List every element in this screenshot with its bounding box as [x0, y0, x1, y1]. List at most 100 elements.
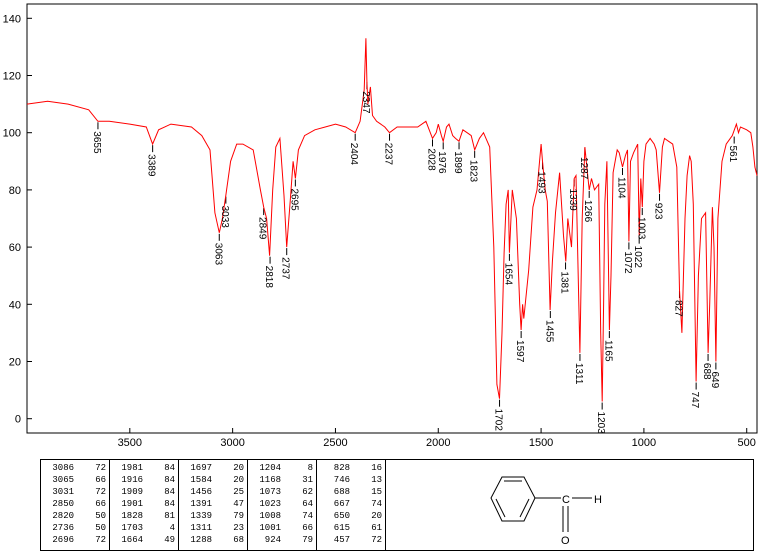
wavenumber-cell: 1311	[190, 523, 212, 533]
peak-table-column: 1204 8 1168 31 1073 62 1023 64 1008 74 1001 66 924 79	[248, 460, 317, 550]
wavenumber-cell: 1584	[190, 475, 212, 485]
peak-label: 827	[672, 300, 683, 317]
wavenumber-cell: 1916	[121, 475, 143, 485]
wavenumber-cell: 1204	[259, 463, 281, 473]
peak-table-row: 1073 62	[251, 486, 313, 498]
peak-label: 2695	[288, 188, 299, 211]
peak-label: 1072	[622, 251, 633, 274]
peak-table-column: 1697 20 1584 20 1456 25 1391 47 1339 79 1311 23 1288…	[179, 460, 248, 550]
wavenumber-cell: 1073	[259, 487, 281, 497]
peak-table-row: 650 20	[320, 510, 382, 522]
x-tick-label: 1000	[632, 437, 656, 449]
peak-table-column: 828 16 746 13 688 15 667 74 650 20 615 61 457 72	[317, 460, 385, 550]
transmittance-cell: 84	[164, 475, 175, 485]
wavenumber-cell: 2820	[52, 511, 74, 521]
peak-table-row: 1456 25	[182, 486, 244, 498]
wavenumber-cell: 924	[264, 535, 281, 545]
wavenumber-cell: 1001	[259, 523, 281, 533]
peak-table-row: 688 15	[320, 486, 382, 498]
transmittance-cell: 23	[233, 523, 244, 533]
wavenumber-cell: 1703	[121, 523, 143, 533]
wavenumber-cell: 457	[333, 535, 350, 545]
hydrogen-atom-label: H	[594, 494, 602, 506]
wavenumber-cell: 1697	[190, 463, 212, 473]
x-axis: 3500 3000 2500 2000 1500 1000 500	[118, 428, 756, 449]
wavenumber-cell: 3031	[52, 487, 74, 497]
x-tick-label: 1500	[529, 437, 553, 449]
wavenumber-cell: 1664	[121, 535, 143, 545]
peak-table-row: 1339 79	[182, 510, 244, 522]
y-tick-label: 40	[9, 299, 21, 311]
transmittance-cell: 20	[233, 463, 244, 473]
peak-label: 1266	[582, 200, 593, 223]
y-tick-label: 80	[9, 185, 21, 197]
wavenumber-cell: 1391	[190, 499, 212, 509]
oxygen-atom-label: O	[561, 535, 570, 547]
peak-table-row: 2820 50	[44, 510, 106, 522]
spectrum-line	[26, 38, 758, 402]
wavenumber-cell: 1901	[121, 499, 143, 509]
peak-table-row: 924 79	[251, 534, 313, 546]
peak-label: 3063	[212, 243, 223, 266]
y-axis: 0 20 40 60 80 100 120 140	[3, 13, 32, 426]
wavenumber-cell: 615	[333, 523, 350, 533]
peak-label: 2347	[360, 91, 371, 114]
wavenumber-cell: 2850	[52, 499, 74, 509]
structure-panel: C H O	[385, 459, 754, 551]
transmittance-cell: 50	[95, 511, 106, 521]
peak-table-row: 1664 49	[113, 534, 175, 546]
transmittance-cell: 79	[302, 535, 313, 545]
peak-label: 1654	[502, 263, 513, 286]
peak-table-row: 3031 72	[44, 486, 106, 498]
peak-table-row: 2696 72	[44, 534, 106, 546]
transmittance-cell: 62	[302, 487, 313, 497]
peak-table-row: 3086 72	[44, 462, 106, 474]
peak-label: 1203	[595, 412, 606, 435]
peak-label: 1381	[559, 271, 570, 294]
peak-table-row: 1008 74	[251, 510, 313, 522]
peak-table-row: 1001 66	[251, 522, 313, 534]
peak-label: 1455	[543, 320, 554, 343]
y-tick-label: 20	[9, 357, 21, 369]
peak-table: 3086 72 3065 66 3031 72 2850 66 2820 50 2736 50 2696…	[40, 459, 386, 551]
peak-label: 747	[689, 392, 700, 409]
wavenumber-cell: 1023	[259, 499, 281, 509]
wavenumber-cell: 1909	[121, 487, 143, 497]
x-tick-label: 3000	[220, 437, 244, 449]
x-tick-label: 3500	[118, 437, 142, 449]
peak-label: 1339	[567, 188, 578, 211]
wavenumber-cell: 1828	[121, 511, 143, 521]
peak-label: 2237	[383, 143, 394, 166]
transmittance-cell: 16	[371, 463, 382, 473]
peak-table-column: 1981 84 1916 84 1909 84 1901 84 1828 81 1703 4 1664 4…	[110, 460, 179, 550]
peak-label: 1104	[616, 177, 627, 199]
peak-table-row: 1697 20	[182, 462, 244, 474]
transmittance-cell: 66	[95, 499, 106, 509]
peak-label: 1022	[632, 246, 643, 269]
wavenumber-cell: 746	[333, 475, 350, 485]
peak-table-row: 1311 23	[182, 522, 244, 534]
x-tick-label: 2000	[426, 437, 450, 449]
x-tick-label: 500	[738, 437, 756, 449]
peak-label: 1165	[602, 340, 613, 362]
transmittance-cell: 84	[164, 499, 175, 509]
transmittance-cell: 68	[233, 535, 244, 545]
wavenumber-cell: 688	[333, 487, 350, 497]
peak-label: 3655	[91, 131, 102, 154]
peak-table-row: 746 13	[320, 474, 382, 486]
peak-table-row: 3065 66	[44, 474, 106, 486]
transmittance-cell: 84	[164, 487, 175, 497]
plot-frame	[26, 3, 758, 434]
transmittance-cell: 72	[371, 535, 382, 545]
peak-labels: 3655 3389 3063 3033 2849 2818 2737 2695 2404 2347…	[91, 91, 738, 434]
peak-label: 3033	[219, 206, 230, 229]
transmittance-cell: 31	[302, 475, 313, 485]
transmittance-cell: 50	[95, 523, 106, 533]
peak-label: 1311	[573, 363, 584, 385]
peak-label: 2404	[348, 143, 359, 166]
wavenumber-cell: 667	[333, 499, 350, 509]
transmittance-cell: 79	[233, 511, 244, 521]
peak-table-row: 615 61	[320, 522, 382, 534]
wavenumber-cell: 1168	[259, 475, 281, 485]
x-tick-label: 2500	[323, 437, 347, 449]
